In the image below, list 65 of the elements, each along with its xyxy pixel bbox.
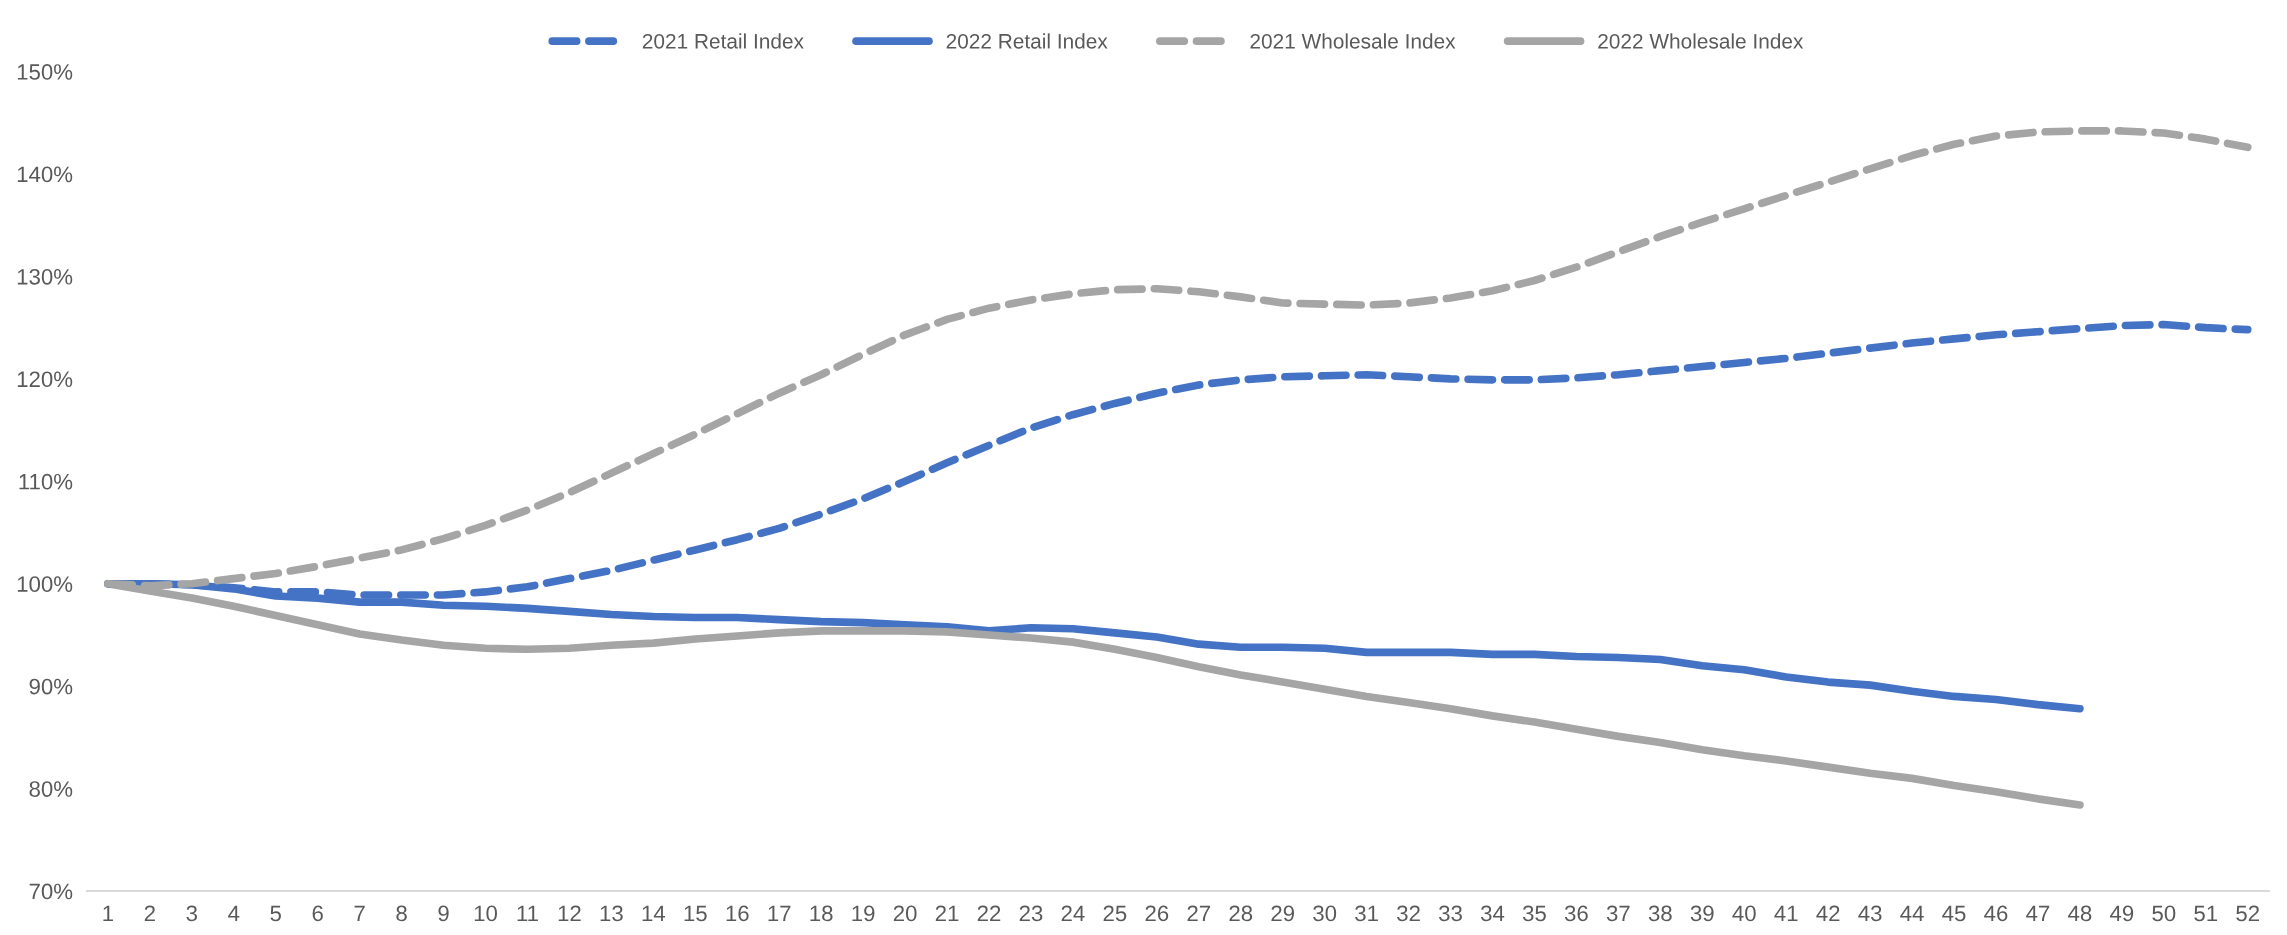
y-tick-label: 120% — [17, 371, 73, 388]
x-tick-label: 19 — [852, 905, 875, 922]
x-tick-label: 39 — [1690, 905, 1714, 922]
x-tick-label: 52 — [2236, 905, 2259, 922]
x-tick-label: 3 — [186, 905, 197, 922]
x-tick-label: 7 — [354, 905, 365, 922]
y-tick-label: 130% — [17, 268, 73, 285]
x-tick-label: 37 — [1606, 905, 1630, 922]
y-tick-label: 80% — [29, 781, 73, 797]
x-tick-label: 41 — [1774, 905, 1798, 922]
x-tick-label: 17 — [768, 905, 791, 922]
x-tick-label: 33 — [1439, 905, 1462, 922]
x-tick-label: 38 — [1648, 905, 1672, 922]
x-tick-label: 14 — [642, 905, 666, 922]
x-tick-label: 42 — [1816, 905, 1840, 922]
x-tick-label: 43 — [1858, 905, 1882, 922]
x-tick-label: 12 — [558, 905, 581, 922]
y-tick-label: 100% — [17, 576, 73, 592]
x-tick-label: 18 — [810, 905, 833, 922]
x-tick-label: 22 — [977, 905, 1001, 922]
x-tick-label: 11 — [517, 905, 538, 922]
x-tick-label: 20 — [893, 905, 917, 922]
legend-label: 2022 Wholesale Index — [1598, 33, 1804, 49]
x-tick-label: 36 — [1564, 905, 1588, 922]
y-tick-label: 70% — [29, 883, 73, 900]
x-tick-label: 48 — [2068, 905, 2092, 922]
x-tick-label: 6 — [312, 905, 323, 922]
x-tick-label: 26 — [1145, 905, 1169, 922]
y-tick-label: 150% — [17, 64, 73, 80]
legend-label: 2021 Retail Index — [642, 33, 804, 49]
y-tick-label: 90% — [29, 678, 73, 695]
x-tick-label: 13 — [600, 905, 623, 922]
x-tick-label: 5 — [270, 905, 281, 922]
legend-label: 2021 Wholesale Index — [1250, 33, 1456, 49]
x-tick-label: 23 — [1019, 905, 1043, 922]
x-tick-label: 50 — [2152, 905, 2176, 922]
y-tick-label: 110% — [19, 473, 73, 490]
x-tick-label: 24 — [1061, 905, 1085, 922]
x-tick-label: 1 — [103, 905, 113, 922]
x-tick-label: 8 — [396, 905, 407, 922]
x-tick-label: 25 — [1103, 905, 1127, 922]
x-tick-label: 10 — [474, 905, 497, 922]
x-tick-label: 29 — [1271, 905, 1295, 922]
x-tick-label: 4 — [228, 905, 240, 922]
x-tick-label: 40 — [1732, 905, 1756, 922]
x-tick-label: 27 — [1187, 905, 1211, 922]
x-tick-label: 2 — [144, 905, 155, 922]
x-tick-label: 32 — [1397, 905, 1420, 922]
x-tick-label: 16 — [726, 905, 749, 922]
x-tick-label: 46 — [1984, 905, 2008, 922]
x-tick-label: 45 — [1942, 905, 1966, 922]
x-tick-label: 34 — [1480, 905, 1505, 922]
x-tick-label: 15 — [684, 905, 707, 922]
x-tick-label: 47 — [2026, 905, 2050, 922]
x-tick-label: 51 — [2194, 905, 2218, 922]
x-tick-label: 21 — [935, 905, 959, 922]
x-tick-label: 35 — [1522, 905, 1546, 922]
x-tick-label: 49 — [2110, 905, 2134, 922]
x-tick-label: 28 — [1229, 905, 1253, 922]
x-tick-label: 30 — [1313, 905, 1337, 922]
x-tick-label: 44 — [1900, 905, 1924, 922]
x-tick-label: 9 — [438, 905, 449, 922]
legend-label: 2022 Retail Index — [946, 33, 1108, 49]
x-tick-label: 31 — [1355, 905, 1378, 922]
y-tick-label: 140% — [17, 166, 73, 183]
